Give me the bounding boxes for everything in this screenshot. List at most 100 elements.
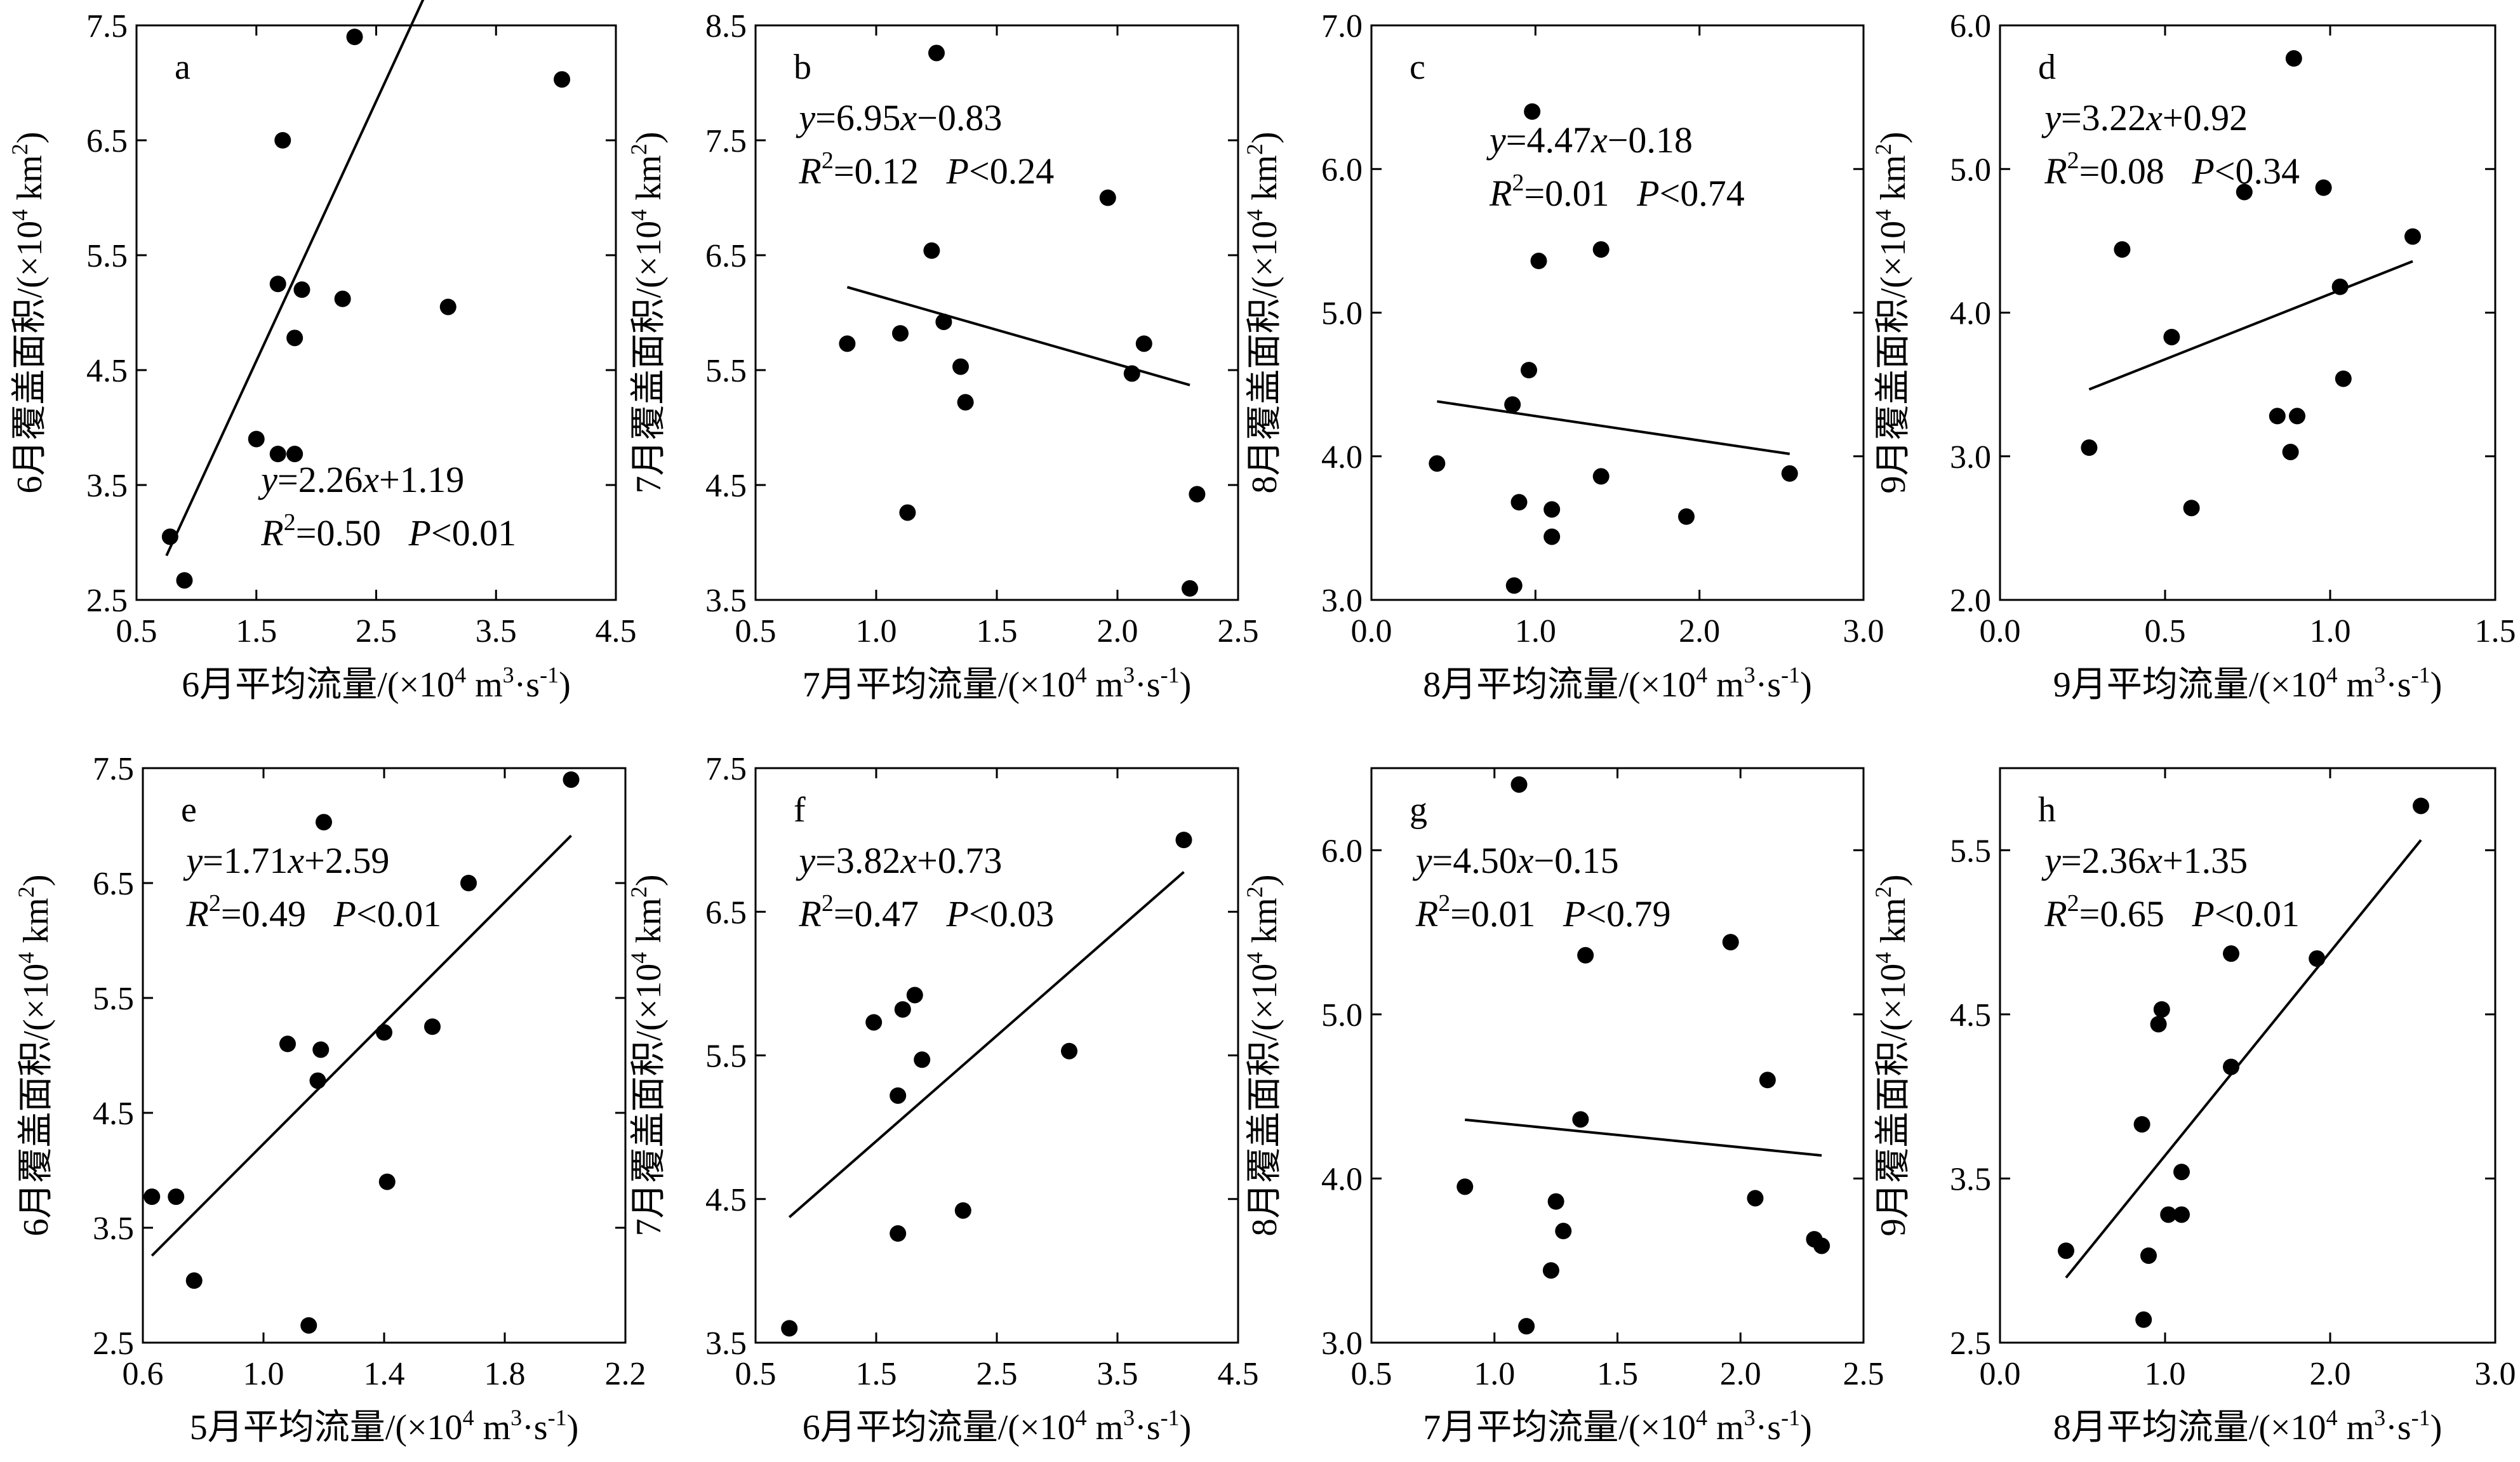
data-point — [378, 1173, 396, 1190]
y-tick-label: 4.0 — [1950, 296, 1991, 332]
y-tick-label: 3.5 — [1950, 1161, 1991, 1197]
data-point — [274, 132, 291, 149]
y-tick-label: 3.5 — [93, 1211, 134, 1247]
y-tick-label: 2.0 — [1950, 583, 1991, 619]
x-tick-label: 0.5 — [2145, 613, 2186, 649]
data-point — [286, 446, 303, 463]
data-point — [2058, 1242, 2074, 1259]
data-point — [279, 1035, 296, 1053]
x-tick-label: 2.5 — [1218, 613, 1259, 649]
data-point — [2183, 500, 2200, 517]
data-point — [2413, 797, 2429, 814]
data-point — [424, 1018, 441, 1035]
x-tick-label: 1.0 — [1474, 1356, 1515, 1392]
y-tick-label: 6.5 — [705, 238, 747, 274]
regression-equation: y=4.47x−0.18 — [1486, 119, 1693, 161]
data-point — [2236, 183, 2253, 201]
x-tick-label: 0.5 — [735, 1356, 777, 1392]
fit-statistics: R2=0.12 P<0.24 — [798, 147, 1054, 192]
x-tick-label: 0.5 — [1351, 1356, 1392, 1392]
data-point — [1524, 103, 1541, 120]
x-axis-title: 6月平均流量/(×104 m3·s-1) — [803, 1405, 1191, 1447]
x-tick-label: 1.0 — [2145, 1356, 2186, 1392]
regression-equation: y=2.26x+1.19 — [258, 459, 464, 500]
data-point — [894, 1001, 911, 1018]
x-tick-label: 1.0 — [243, 1356, 284, 1392]
data-point — [1099, 189, 1116, 206]
x-tick-label: 1.5 — [1597, 1356, 1638, 1392]
data-point — [2223, 945, 2239, 962]
data-point — [2081, 439, 2098, 456]
regression-equation: y=3.82x+0.73 — [796, 840, 1002, 881]
x-tick-label: 2.5 — [356, 613, 397, 649]
plot-frame — [1370, 24, 1865, 601]
data-point — [1759, 1072, 1776, 1089]
data-point — [1543, 501, 1561, 518]
data-point — [1518, 1318, 1535, 1335]
data-point — [890, 1087, 907, 1104]
data-point — [316, 814, 332, 831]
data-point — [839, 335, 856, 352]
data-point — [1547, 1193, 1564, 1210]
data-point — [890, 1225, 907, 1242]
data-point — [2150, 1016, 2167, 1033]
panel-e: 0.6 1.0 1.4 1.8 2.2 2.5 3.5 4.5 5.5 6.5 7.5 5月平均流量/… — [13, 751, 646, 1447]
x-tick-label: 1.5 — [236, 613, 277, 649]
data-point — [1781, 465, 1798, 482]
x-tick-label: 3.0 — [1843, 613, 1884, 649]
data-point — [952, 358, 969, 375]
data-point — [957, 394, 974, 411]
data-point — [1504, 396, 1521, 413]
x-tick-label: 3.5 — [476, 613, 517, 649]
y-axis-title: 8月覆盖面积/(×104 km2) — [1242, 874, 1284, 1236]
data-point — [781, 1320, 798, 1337]
data-point — [2331, 278, 2349, 295]
data-point — [1175, 832, 1192, 849]
y-tick-label: 4.0 — [1321, 439, 1363, 475]
x-tick-label: 2.0 — [1097, 613, 1138, 649]
y-tick-label: 5.0 — [1321, 997, 1363, 1033]
y-tick-label: 3.0 — [1321, 1326, 1363, 1362]
panel-a: 0.5 1.5 2.5 3.5 4.5 2.5 3.5 4.5 5.5 6.5 7.5 6月平均流量/… — [7, 0, 637, 705]
fit-statistics: R2=0.50 P<0.01 — [260, 509, 516, 554]
regression-line — [1465, 1118, 1822, 1157]
data-point — [269, 446, 286, 463]
data-point — [935, 313, 952, 330]
data-point — [563, 771, 580, 788]
y-tick-label: 4.5 — [705, 468, 747, 504]
x-tick-label: 4.5 — [1218, 1356, 1259, 1392]
data-point — [439, 298, 457, 316]
x-tick-label: 2.0 — [1679, 613, 1720, 649]
data-point — [892, 325, 909, 342]
y-tick-label: 3.0 — [1321, 583, 1363, 619]
y-tick-label: 2.5 — [93, 1326, 134, 1362]
data-point — [185, 1272, 203, 1289]
panel-letter: g — [1410, 790, 1427, 830]
y-tick-label: 7.5 — [705, 751, 747, 787]
data-point — [1530, 253, 1547, 270]
x-tick-label: 4.5 — [596, 613, 637, 649]
x-tick-label: 2.5 — [977, 1356, 1018, 1392]
y-tick-label: 4.5 — [86, 353, 128, 389]
data-point — [1813, 1237, 1830, 1254]
x-tick-label: 0.0 — [1980, 1356, 2021, 1392]
panel-letter: b — [794, 48, 811, 87]
regression-equation: y=6.95x−0.83 — [796, 97, 1002, 138]
y-tick-label: 5.0 — [1950, 152, 1991, 188]
y-tick-label: 5.5 — [93, 981, 134, 1017]
y-tick-label: 6.5 — [86, 123, 128, 159]
data-point — [312, 1041, 330, 1058]
data-point — [2133, 1116, 2150, 1133]
y-tick-label: 8.5 — [705, 8, 747, 44]
x-tick-label: 1.5 — [2475, 613, 2516, 649]
data-point — [176, 572, 193, 589]
x-tick-label: 3.5 — [1097, 1356, 1138, 1392]
fit-statistics: R2=0.08 P<0.34 — [2044, 147, 2300, 192]
y-tick-label: 6.0 — [1950, 8, 1991, 44]
data-point — [1457, 1178, 1474, 1195]
data-point — [2153, 1001, 2170, 1018]
data-point — [954, 1202, 971, 1219]
data-point — [334, 290, 351, 307]
x-tick-label: 0.6 — [123, 1356, 164, 1392]
x-axis-title: 7月平均流量/(×104 m3·s-1) — [1423, 1405, 1811, 1447]
